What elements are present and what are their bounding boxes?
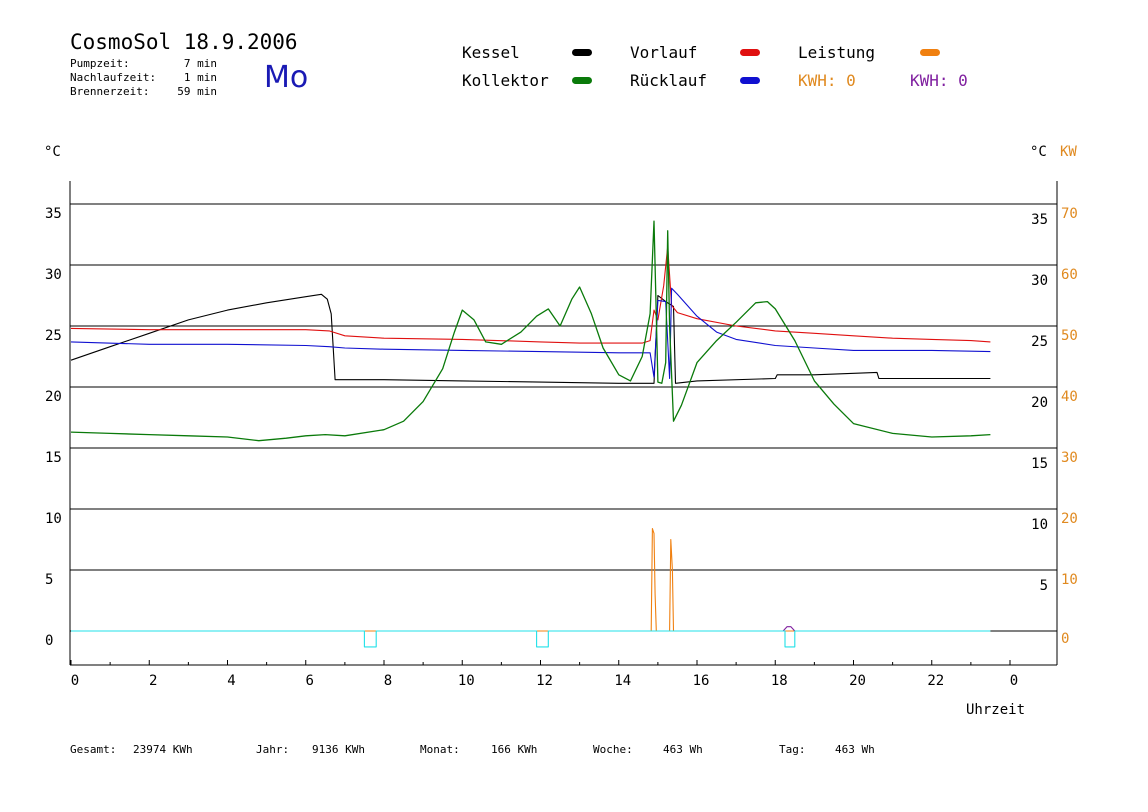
x-tick-label: 8 [384, 673, 392, 689]
legend-kwh-orange: KWH: 0 [798, 71, 856, 90]
pump-label: Pumpzeit: [70, 57, 130, 70]
x-tick-label: 16 [693, 673, 710, 689]
y-tick-label-left: 25 [45, 328, 62, 344]
series-line-kollektor [70, 220, 991, 442]
series-line-cyan [71, 630, 991, 648]
kw-tick-label: 20 [1061, 511, 1078, 527]
legend-ruecklauf: Rücklauf [630, 71, 708, 90]
pump-value: 7 min [183, 57, 217, 70]
kw-tick-label: 10 [1061, 572, 1078, 588]
footer-gesamt-value: 23974 KWh [133, 743, 193, 756]
series-line-purple [782, 626, 796, 632]
grid-lines [70, 203, 1057, 632]
y-tick-label-left: 5 [45, 572, 53, 588]
nachlauf-label: Nachlaufzeit: [70, 71, 157, 84]
weekday-label: Mo [264, 60, 309, 95]
series-line-leistung [71, 527, 991, 632]
y-tick-label-right: 5 [1040, 578, 1048, 594]
kw-tick-label: 60 [1061, 267, 1078, 283]
y-tick-label-right: 30 [1031, 273, 1048, 289]
x-tick-label: 10 [458, 673, 475, 689]
legend-vorlauf: Vorlauf [630, 43, 698, 62]
brenner-label: Brennerzeit: [70, 85, 150, 98]
nachlauf-value: 1 min [183, 71, 217, 84]
tick-labels: 0 2 4 6 8 10 12 14 16 18 20 22 0 0 0 5 5 10 10 10 20 15 15 30 20… [45, 206, 1078, 689]
x-tick-label: 4 [227, 673, 235, 689]
kw-tick-label: 50 [1061, 328, 1078, 344]
brenner-value: 59 min [177, 85, 217, 98]
footer-tag-value: 463 Wh [835, 743, 875, 756]
y-tick-label-left: 20 [45, 389, 62, 405]
legend-vorlauf-swatch [740, 49, 760, 56]
x-tick-label: 12 [536, 673, 553, 689]
y-tick-label-left: 15 [45, 450, 62, 466]
y-tick-label-right: 20 [1031, 395, 1048, 411]
y-tick-label-left: 10 [45, 511, 62, 527]
x-tick-label: 20 [849, 673, 866, 689]
legend-kollektor: Kollektor [462, 71, 549, 90]
footer-jahr-label: Jahr: [256, 743, 290, 756]
footer-jahr-value: 9136 KWh [312, 743, 365, 756]
footer-tag-label: Tag: [779, 743, 806, 756]
y-tick-label-right: 25 [1031, 334, 1048, 350]
legend-ruecklauf-swatch [740, 77, 760, 84]
kw-tick-label: 30 [1061, 450, 1078, 466]
x-tick-label: 0 [1010, 673, 1018, 689]
footer-woche-label: Woche: [593, 743, 633, 756]
footer-gesamt-label: Gesamt: [70, 743, 117, 756]
chart-series [70, 220, 991, 648]
legend-kessel: Kessel [462, 43, 520, 62]
y-tick-label-left: 30 [45, 267, 62, 283]
y-tick-label-right: 15 [1031, 456, 1048, 472]
y-axis-label-right: °C [1030, 144, 1047, 160]
y-axis-label-left: °C [44, 144, 61, 160]
chart-axes [69, 181, 1058, 666]
y-tick-label-right: 10 [1031, 517, 1048, 533]
footer-woche-value: 463 Wh [663, 743, 703, 756]
series-line-ruecklauf [70, 287, 991, 380]
kw-tick-label: 0 [1061, 631, 1069, 647]
legend-kessel-swatch [572, 49, 592, 56]
y-axis-label-kw: KW [1060, 144, 1077, 160]
x-tick-label: 0 [71, 673, 79, 689]
y-tick-label-left: 0 [45, 633, 53, 649]
legend-kollektor-swatch [572, 77, 592, 84]
y-tick-label-right: 35 [1031, 212, 1048, 228]
x-axis-label: Uhrzeit [966, 702, 1025, 718]
series-line-vorlauf [70, 246, 991, 344]
legend-kwh-purple: KWH: 0 [910, 71, 968, 90]
series-line-kessel [70, 293, 991, 384]
legend-leistung: Leistung [798, 43, 876, 62]
x-tick-label: 14 [614, 673, 631, 689]
x-tick-label: 2 [149, 673, 157, 689]
chart-title: CosmoSol 18.9.2006 [70, 30, 298, 54]
x-tick-label: 6 [306, 673, 314, 689]
y-tick-label-left: 35 [45, 206, 62, 222]
kw-tick-label: 70 [1061, 206, 1078, 222]
x-tick-label: 22 [927, 673, 944, 689]
x-tick-label: 18 [771, 673, 788, 689]
legend-leistung-swatch [920, 49, 940, 56]
kw-tick-label: 40 [1061, 389, 1078, 405]
footer-monat-value: 166 KWh [491, 743, 538, 756]
footer-monat-label: Monat: [420, 743, 460, 756]
